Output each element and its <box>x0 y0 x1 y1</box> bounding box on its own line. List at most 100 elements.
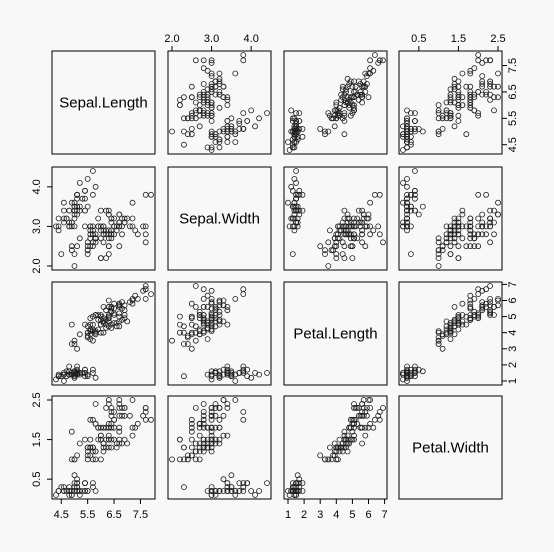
data-point <box>347 243 354 250</box>
data-point <box>264 110 270 116</box>
data-point <box>435 337 442 344</box>
data-point <box>90 191 96 198</box>
data-point <box>228 484 235 491</box>
tick-label: 4.5 <box>54 509 69 521</box>
data-point <box>463 83 470 90</box>
panel-Sepal.Length-vs-Sepal.Length: Sepal.Length <box>51 50 156 155</box>
data-point <box>447 336 454 343</box>
data-point <box>90 231 96 238</box>
data-point <box>344 432 351 439</box>
data-point <box>184 341 191 347</box>
data-point <box>98 432 104 439</box>
data-point <box>338 227 345 234</box>
data-point <box>467 231 474 238</box>
data-point <box>55 373 62 380</box>
data-point <box>491 207 497 214</box>
data-point <box>459 312 466 318</box>
data-point <box>475 52 482 58</box>
data-point <box>435 341 442 347</box>
data-point <box>204 424 211 431</box>
data-point <box>204 67 211 74</box>
data-point <box>411 128 418 135</box>
data-point <box>495 211 501 218</box>
data-point <box>293 191 300 198</box>
data-point <box>224 480 231 487</box>
data-point <box>68 243 75 250</box>
data-point <box>76 331 83 338</box>
data-point <box>285 199 291 206</box>
data-point <box>352 83 359 90</box>
data-point <box>400 131 406 138</box>
data-point <box>220 94 227 101</box>
data-point <box>74 207 80 214</box>
tick-label: 0.5 <box>31 472 43 487</box>
data-point <box>240 110 247 116</box>
data-point <box>124 318 131 325</box>
data-point <box>240 291 247 298</box>
data-point <box>296 110 303 116</box>
data-point <box>224 404 231 411</box>
data-point <box>188 112 195 119</box>
data-point <box>196 91 203 98</box>
data-point <box>334 444 341 451</box>
data-point <box>61 371 67 378</box>
data-point <box>105 243 112 250</box>
data-point <box>192 337 199 344</box>
tick-label: 4 <box>333 509 339 521</box>
data-point <box>224 371 231 378</box>
data-point <box>495 199 501 206</box>
panel-Petal.Width-vs-Sepal.Length <box>398 50 503 155</box>
data-point <box>447 227 454 234</box>
data-point <box>286 147 293 153</box>
data-point <box>132 227 139 234</box>
data-point <box>463 321 470 328</box>
data-point <box>188 321 195 328</box>
data-point <box>76 440 83 447</box>
data-point <box>347 112 354 119</box>
variable-label: Sepal.Length <box>59 95 147 112</box>
data-point <box>467 67 474 74</box>
data-point <box>220 302 227 309</box>
data-point <box>435 334 442 341</box>
data-point <box>475 223 482 230</box>
data-point <box>459 102 466 108</box>
data-point <box>244 480 251 487</box>
data-point <box>148 416 154 423</box>
data-point <box>349 243 356 250</box>
data-point <box>479 307 486 314</box>
data-point <box>294 203 301 210</box>
data-point <box>330 452 337 459</box>
data-point <box>196 444 203 451</box>
data-point <box>344 83 351 90</box>
data-point <box>347 424 354 431</box>
data-point <box>475 243 482 250</box>
data-point <box>362 70 369 77</box>
data-point <box>76 179 83 186</box>
data-point <box>317 452 324 459</box>
data-point <box>232 492 239 498</box>
data-point <box>336 444 343 451</box>
data-point <box>328 247 335 254</box>
tick-label: 3 <box>317 509 323 521</box>
data-point <box>200 329 207 336</box>
data-point <box>224 369 231 376</box>
data-point <box>53 492 59 498</box>
data-point <box>212 368 219 375</box>
data-point <box>200 94 207 101</box>
data-point <box>216 299 223 306</box>
data-point <box>447 231 454 238</box>
data-point <box>291 139 298 146</box>
data-point <box>451 235 458 242</box>
data-point <box>61 207 67 214</box>
data-point <box>224 368 231 375</box>
data-point <box>208 118 215 124</box>
data-point <box>296 191 303 198</box>
data-point <box>435 128 442 135</box>
data-point <box>404 195 410 202</box>
data-point <box>240 369 247 376</box>
data-point <box>119 223 125 230</box>
data-point <box>475 110 482 116</box>
data-point <box>71 472 78 479</box>
data-point <box>79 195 86 202</box>
data-point <box>95 436 102 443</box>
